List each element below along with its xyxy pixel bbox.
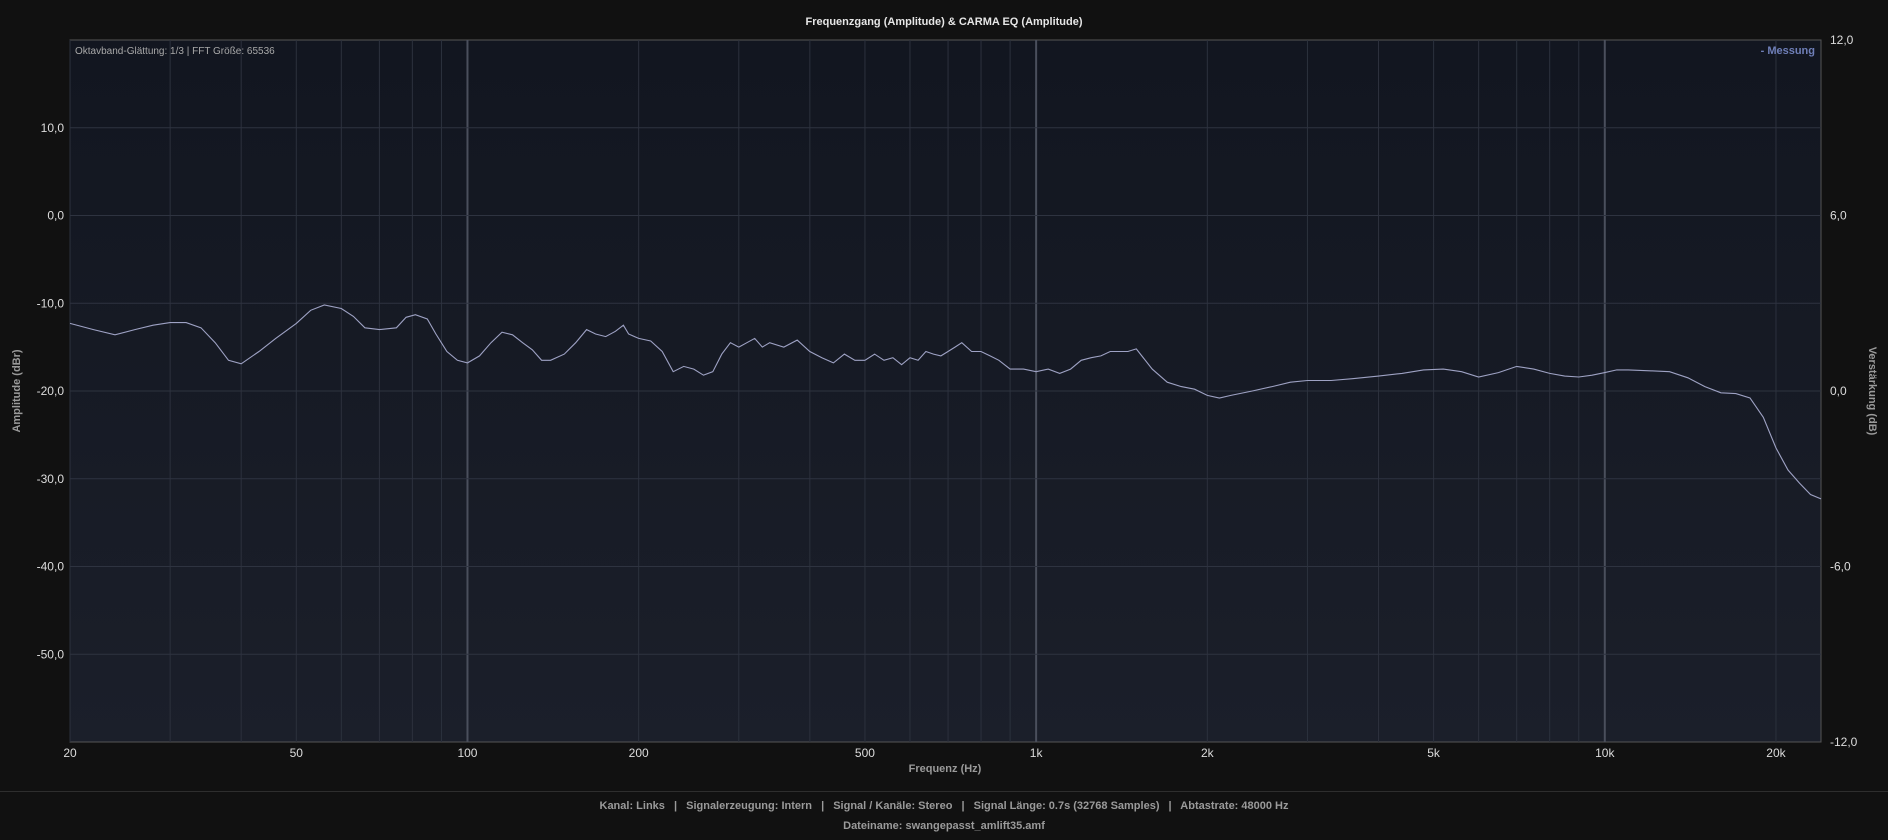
kanal-info: Kanal: Links xyxy=(599,800,665,812)
y2-tick-label: 12,0 xyxy=(1830,33,1854,47)
y-tick-label: -40,0 xyxy=(37,560,65,574)
y2-tick-label: -6,0 xyxy=(1830,560,1851,574)
legend-entry-messung: - Messung xyxy=(1761,45,1815,57)
y-axis-ticks: 10,0 0,0 -10,0 -20,0 -30,0 -40,0 -50,0 xyxy=(37,121,65,662)
y2-tick-label: 0,0 xyxy=(1830,384,1847,398)
chart-title: Frequenzgang (Amplitude) & CARMA EQ (Amp… xyxy=(805,16,1082,28)
y2-axis-label: Verstärkung (dB) xyxy=(1866,347,1878,436)
filename-line: Dateiname: swangepasst_amlift35.amf xyxy=(843,820,1045,832)
x-axis-ticks: 20 50 100 200 500 1k 2k 5k 10k 20k xyxy=(63,746,1786,760)
status-footer: Kanal: Links | Signalerzeugung: Intern |… xyxy=(0,791,1888,840)
x-tick-label: 500 xyxy=(855,746,875,760)
x-tick-label: 100 xyxy=(457,746,477,760)
x-tick-label: 20k xyxy=(1766,746,1786,760)
y2-axis-ticks: 12,0 6,0 0,0 -6,0 -12,0 xyxy=(1830,33,1858,749)
y-tick-label: 0,0 xyxy=(47,209,64,223)
x-tick-label: 50 xyxy=(290,746,304,760)
x-axis-label: Frequenz (Hz) xyxy=(909,763,982,775)
signalerzeugung-info: Signalerzeugung: Intern xyxy=(686,800,813,812)
abtastrate-info: Abtastrate: 48000 Hz xyxy=(1180,800,1289,812)
y-tick-label: -30,0 xyxy=(37,472,65,486)
y2-tick-label: 6,0 xyxy=(1830,209,1847,223)
y-tick-label: -20,0 xyxy=(37,384,65,398)
separator: | xyxy=(1168,800,1172,812)
signal-info-line: Kanal: Links | Signalerzeugung: Intern |… xyxy=(0,800,1888,812)
y-axis-label: Amplitude (dBr) xyxy=(11,349,23,432)
signal-kanaele-info: Signal / Kanäle: Stereo xyxy=(833,800,953,812)
x-tick-label: 200 xyxy=(629,746,649,760)
x-tick-label: 10k xyxy=(1595,746,1615,760)
x-tick-label: 1k xyxy=(1030,746,1044,760)
x-tick-label: 5k xyxy=(1427,746,1441,760)
separator: | xyxy=(673,800,678,812)
separator: | xyxy=(821,800,825,812)
grid-lines xyxy=(69,40,1821,742)
signal-laenge-info: Signal Länge: 0.7s (32768 Samples) xyxy=(973,800,1160,812)
info-text: Oktavband-Glättung: 1/3 | FFT Größe: 655… xyxy=(75,46,275,57)
x-tick-label: 2k xyxy=(1201,746,1215,760)
y-tick-label: 10,0 xyxy=(41,121,65,135)
x-tick-label: 20 xyxy=(63,746,77,760)
y2-tick-label: -12,0 xyxy=(1830,735,1858,749)
y-tick-label: -50,0 xyxy=(37,647,65,661)
chart-svg: 20 50 100 200 500 1k 2k 5k 10k 20k 10,0 0,0 -10,0 -2… xyxy=(11,16,1878,775)
y-tick-label: -10,0 xyxy=(37,296,65,310)
separator: | xyxy=(961,800,965,812)
series-line-messung xyxy=(69,304,1822,500)
